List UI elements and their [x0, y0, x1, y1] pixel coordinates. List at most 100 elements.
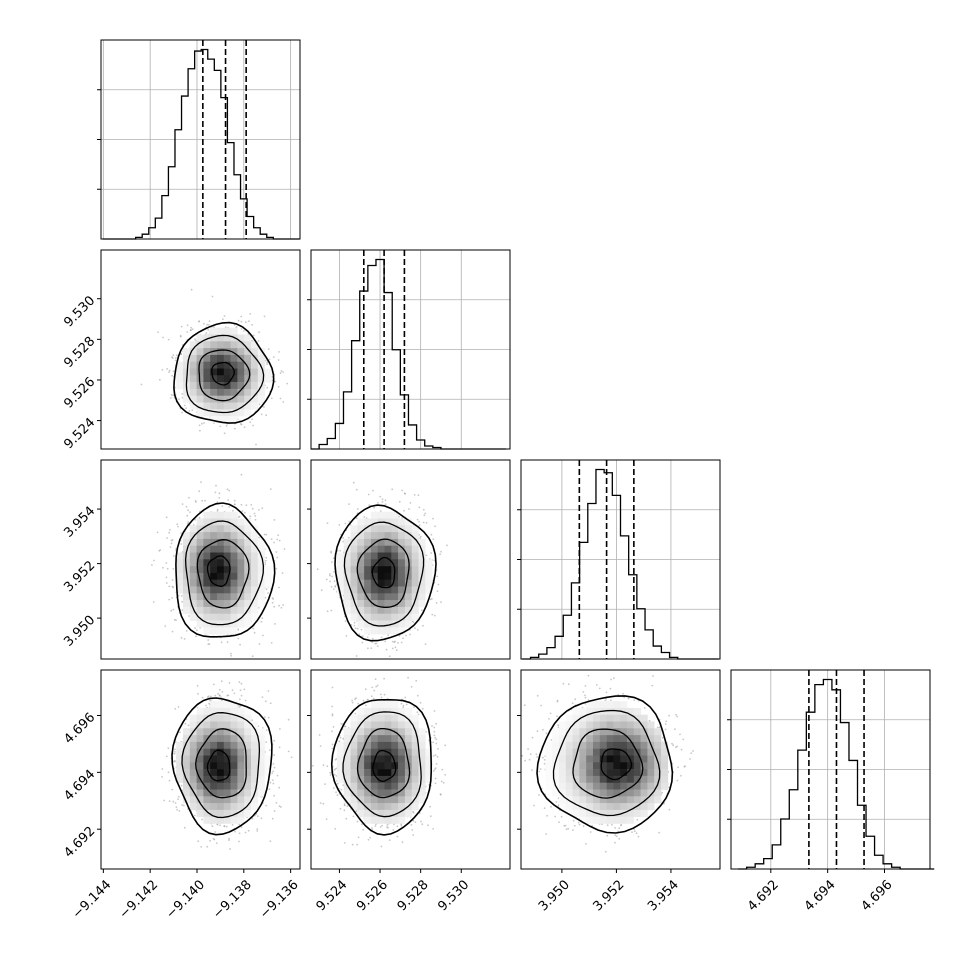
density-cell — [237, 600, 244, 607]
density-cell — [364, 817, 371, 824]
scatter-point — [413, 812, 415, 814]
scatter-point — [189, 511, 191, 513]
scatter-point — [201, 423, 203, 425]
scatter-point — [332, 748, 334, 750]
density-cell — [405, 593, 412, 600]
density-cell — [231, 328, 238, 335]
scatter-point — [334, 769, 336, 771]
density-cell — [351, 566, 358, 573]
scatter-point — [254, 513, 256, 515]
histogram-step-line — [522, 469, 718, 659]
density-cell — [371, 817, 378, 824]
density-cell — [385, 607, 392, 614]
scatter-point — [203, 323, 205, 325]
density-cell — [190, 355, 197, 362]
scatter-point — [408, 508, 410, 510]
density-cell — [197, 409, 204, 416]
scatter-point — [173, 354, 175, 356]
scatter-point — [333, 726, 335, 728]
density-cell — [351, 715, 358, 722]
density-cell — [244, 587, 251, 594]
density-cell — [217, 375, 224, 382]
scatter-point — [186, 515, 188, 517]
density-cell — [385, 803, 392, 810]
scatter-point — [178, 706, 180, 708]
density-cells — [176, 512, 272, 635]
density-cell — [231, 735, 238, 742]
scatter-point — [403, 510, 405, 512]
scatter-point — [633, 699, 635, 701]
scatter-point — [332, 687, 334, 689]
scatter-point — [255, 444, 257, 446]
scatter-point — [162, 369, 164, 371]
density-cell — [217, 593, 224, 600]
density-cell — [244, 621, 251, 628]
density-cell — [371, 701, 378, 708]
scatter-point — [176, 354, 178, 356]
scatter-point — [320, 745, 322, 747]
scatter-point — [419, 525, 421, 527]
density-panel-0-2 — [97, 460, 300, 659]
density-cell — [258, 593, 265, 600]
density-cell — [351, 742, 358, 749]
scatter-point — [207, 643, 209, 645]
scatter-point — [265, 414, 267, 416]
density-cell — [364, 607, 371, 614]
scatter-point — [269, 359, 271, 361]
scatter-point — [279, 728, 281, 730]
scatter-point — [437, 748, 439, 750]
density-cell — [217, 566, 224, 573]
density-cell — [190, 776, 197, 783]
density-panel-1-2 — [307, 460, 510, 659]
scatter-point — [234, 504, 236, 506]
scatter-point — [256, 830, 258, 832]
density-cell — [251, 735, 258, 742]
density-cell — [210, 607, 217, 614]
scatter-point — [169, 780, 171, 782]
density-cell — [378, 722, 385, 729]
scatter-point — [224, 432, 226, 434]
scatter-point — [278, 787, 280, 789]
scatter-point — [262, 635, 264, 637]
density-cell — [405, 708, 412, 715]
scatter-point — [322, 803, 324, 805]
density-cell — [203, 580, 210, 587]
density-cell — [405, 790, 412, 797]
scatter-point — [215, 492, 217, 494]
scatter-point — [658, 832, 660, 834]
scatter-point — [236, 326, 238, 328]
density-cell — [385, 614, 392, 621]
density-cell — [251, 742, 258, 749]
scatter-point — [435, 778, 437, 780]
scatter-point — [266, 387, 268, 389]
density-cell — [364, 566, 371, 573]
scatter-point — [271, 538, 273, 540]
scatter-point — [414, 494, 416, 496]
density-cell — [251, 749, 258, 756]
scatter-point — [221, 641, 223, 643]
density-cell — [224, 715, 231, 722]
density-cell — [244, 566, 251, 573]
density-cell — [197, 539, 204, 546]
density-cell — [364, 519, 371, 526]
density-cell — [351, 553, 358, 560]
density-cell — [412, 776, 419, 783]
scatter-point — [190, 329, 192, 331]
density-cell — [190, 389, 197, 396]
density-cell — [231, 796, 238, 803]
scatter-point — [599, 688, 601, 690]
density-cell — [217, 701, 224, 708]
scatter-point — [192, 328, 194, 330]
scatter-point — [206, 846, 208, 848]
scatter-point — [169, 800, 171, 802]
density-cell — [371, 796, 378, 803]
scatter-point — [590, 831, 592, 833]
density-cell — [197, 600, 204, 607]
scatter-point — [175, 619, 177, 621]
scatter-point — [381, 825, 383, 827]
scatter-point — [166, 537, 168, 539]
density-cell — [398, 722, 405, 729]
scatter-point — [331, 576, 333, 578]
density-panel-1-3 — [307, 670, 510, 869]
density-cell — [412, 783, 419, 790]
